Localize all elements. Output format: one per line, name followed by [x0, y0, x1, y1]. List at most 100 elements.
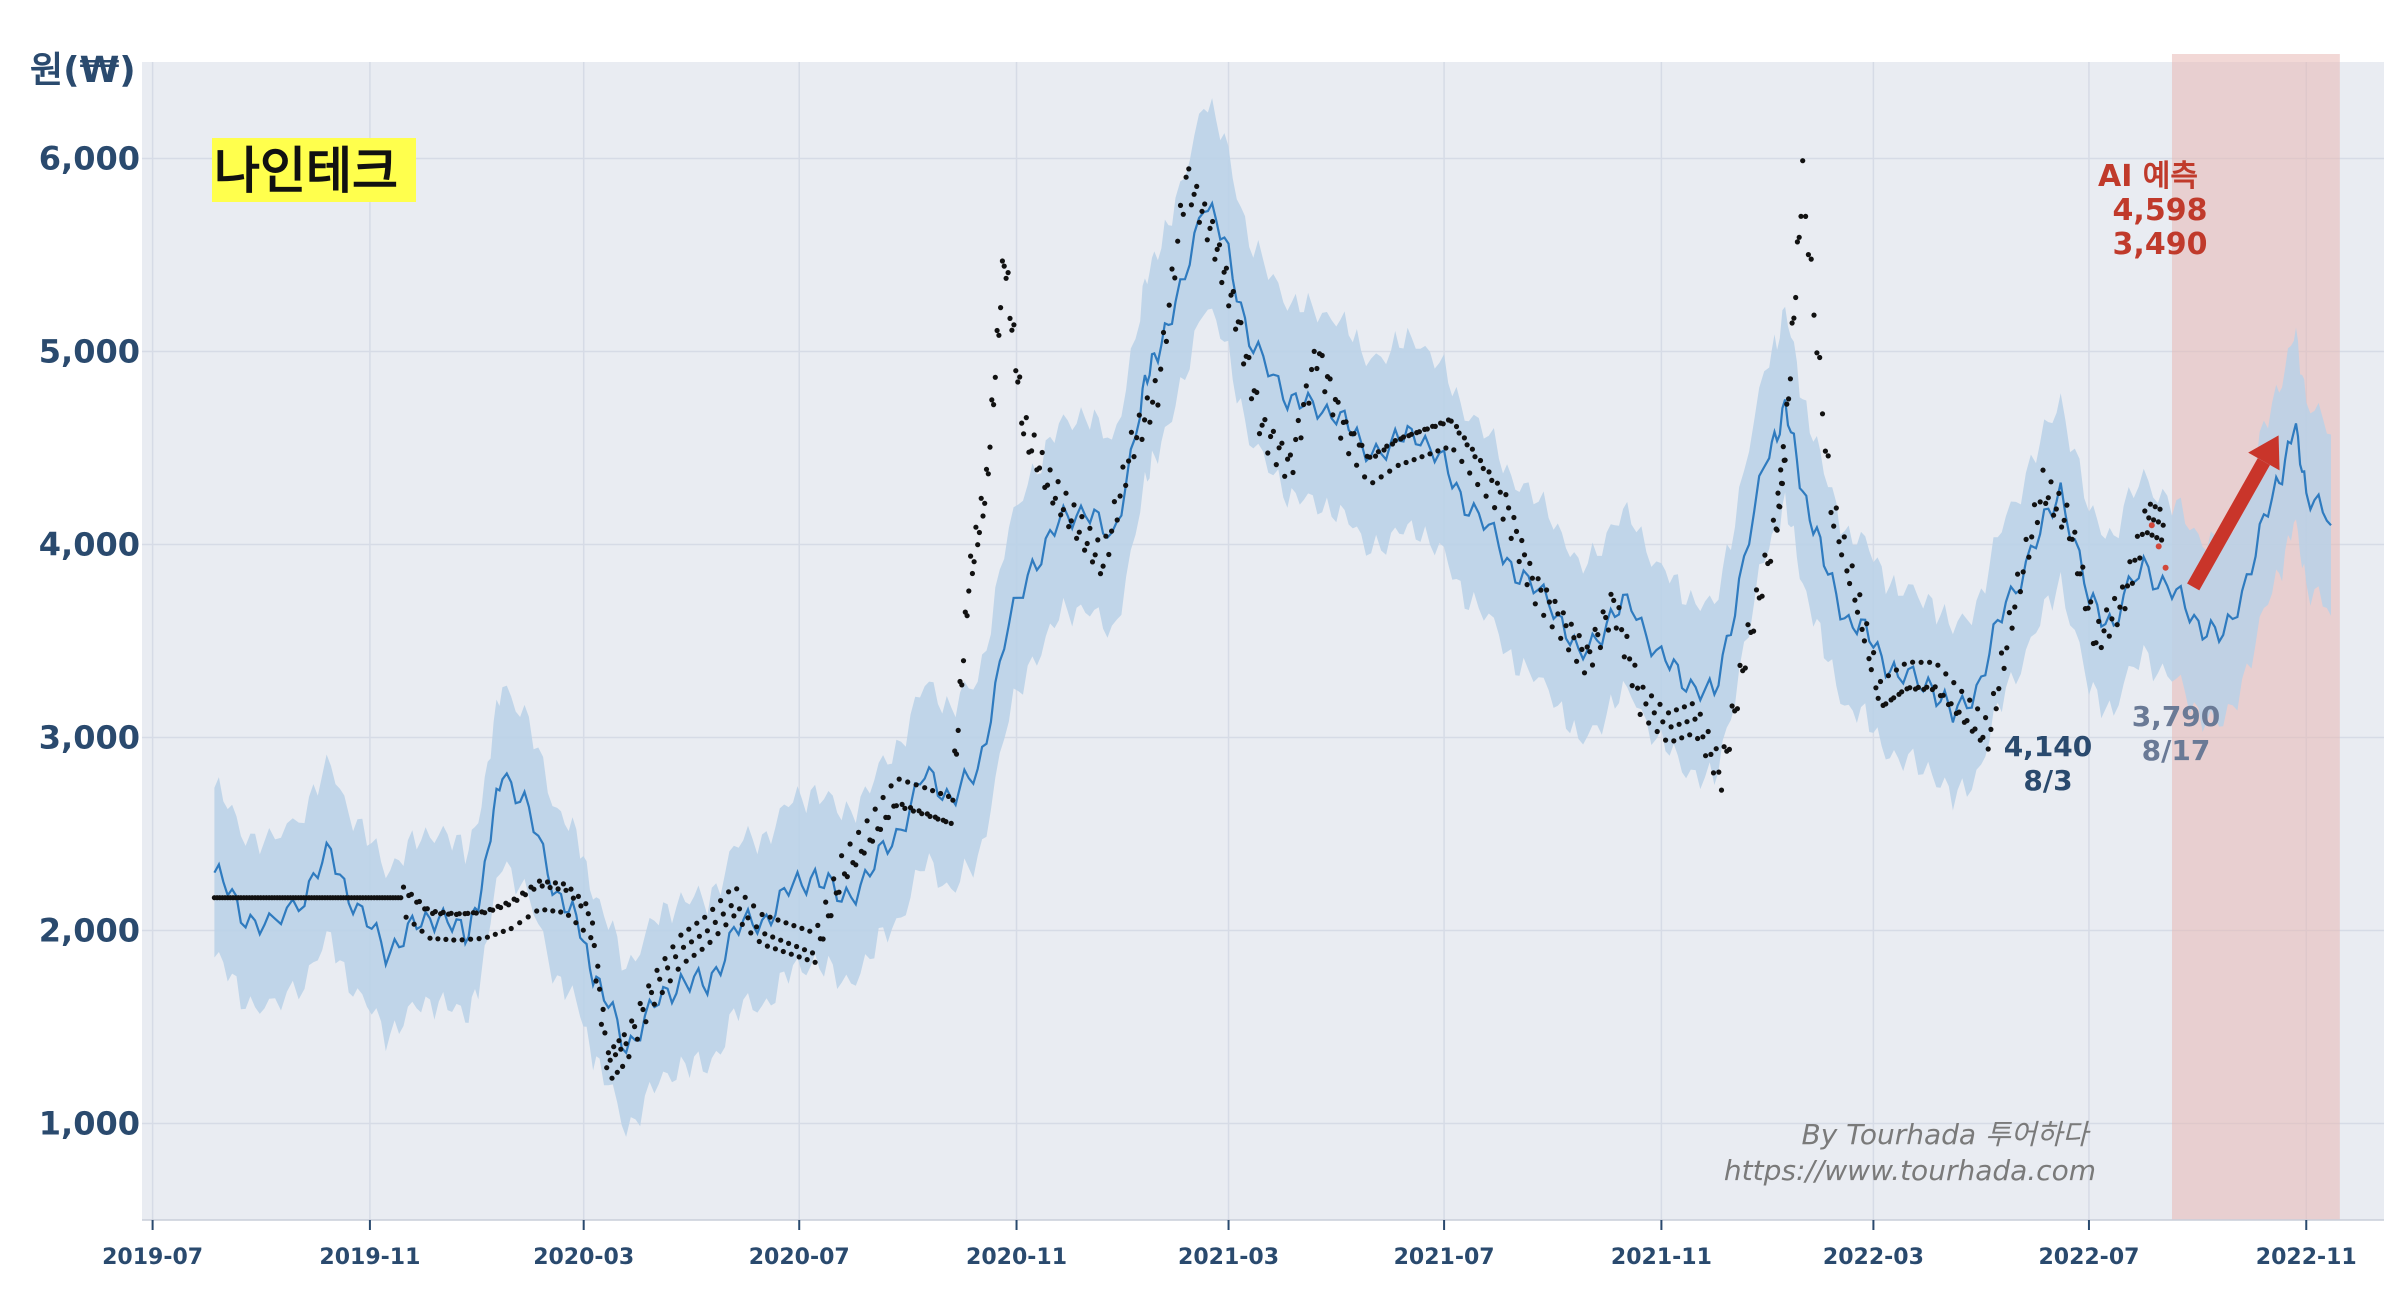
price-point — [715, 931, 721, 937]
price-point — [1524, 582, 1530, 588]
price-point — [435, 936, 441, 942]
price-point — [1036, 465, 1043, 471]
price-point — [1993, 706, 1999, 712]
price-point — [742, 894, 748, 900]
price-point — [2152, 504, 2158, 510]
price-point — [759, 911, 765, 918]
price-point — [1841, 534, 1847, 540]
price-point — [1503, 492, 1509, 498]
price-point — [1651, 710, 1657, 716]
price-point — [1692, 716, 1698, 722]
price-point — [1632, 662, 1638, 668]
price-point — [2096, 618, 2102, 625]
price-point — [1226, 303, 1232, 309]
price-point — [648, 989, 655, 996]
price-point — [1584, 644, 1590, 650]
price-point — [440, 909, 446, 916]
price-point — [2139, 531, 2145, 538]
price-point — [1508, 535, 1514, 542]
price-point — [459, 937, 465, 943]
price-point — [1139, 436, 1145, 442]
price-point — [522, 892, 529, 898]
price-point — [1303, 383, 1309, 389]
price-point — [443, 936, 449, 943]
price-point — [1290, 469, 1296, 476]
price-point — [632, 1024, 638, 1030]
price-point — [1552, 598, 1558, 605]
price-point — [1435, 448, 1441, 454]
price-point — [1673, 707, 1679, 713]
price-point — [1689, 701, 1695, 707]
price-point — [1238, 320, 1244, 326]
price-point — [1566, 647, 1572, 653]
x-tick-label: 2020-07 — [749, 1245, 850, 1270]
price-point — [1314, 365, 1320, 372]
price-point — [2051, 512, 2057, 518]
price-point — [542, 907, 548, 913]
price-point — [1381, 447, 1387, 453]
price-point — [2127, 559, 2133, 565]
price-point — [1180, 211, 1186, 217]
price-point — [1351, 431, 1357, 437]
price-point — [1833, 505, 1839, 511]
price-point — [1751, 628, 1757, 634]
price-point — [1734, 706, 1740, 712]
price-point — [1803, 213, 1809, 219]
price-point — [585, 911, 591, 917]
price-point — [2009, 625, 2015, 631]
price-point — [999, 258, 1006, 264]
price-point — [583, 901, 589, 907]
price-point — [573, 920, 579, 926]
price-point — [1861, 638, 1867, 644]
price-point — [1131, 454, 1137, 460]
price-point — [2069, 536, 2075, 542]
price-point — [913, 782, 919, 788]
price-point — [1654, 728, 1660, 735]
price-point — [1576, 633, 1582, 639]
price-point — [1635, 685, 1641, 691]
price-point — [696, 933, 703, 939]
price-point — [712, 919, 718, 926]
price-point — [552, 880, 559, 886]
price-point — [1248, 396, 1255, 402]
price-point — [953, 751, 960, 757]
price-point — [1935, 662, 1941, 668]
price-point — [2015, 571, 2021, 577]
price-point — [555, 886, 561, 892]
price-point — [1301, 401, 1307, 408]
price-point — [1866, 656, 1872, 662]
price-point — [1216, 242, 1223, 248]
price-point — [736, 906, 743, 912]
price-point — [1023, 415, 1029, 421]
price-point — [1362, 474, 1368, 480]
price-point — [1710, 770, 1717, 776]
price-point — [1144, 395, 1150, 401]
price-point — [1050, 500, 1056, 506]
price-point — [1998, 650, 2005, 656]
price-point — [1298, 435, 1304, 441]
price-point — [1786, 396, 1792, 402]
price-point — [525, 914, 531, 920]
price-point — [2077, 571, 2083, 577]
price-point — [1492, 505, 1498, 511]
price-point — [966, 588, 972, 594]
price-point — [896, 776, 902, 782]
price-point — [1194, 183, 1200, 189]
price-point — [1629, 683, 1635, 689]
price-point — [565, 912, 572, 918]
price-point — [1079, 514, 1085, 520]
price-point — [1700, 734, 1706, 740]
price-point — [1951, 680, 1957, 686]
price-point — [2122, 606, 2128, 612]
price-point — [1055, 479, 1061, 485]
price-point — [1021, 431, 1027, 437]
price-point — [451, 937, 457, 943]
price-point — [1039, 449, 1045, 456]
price-point — [1259, 422, 1265, 428]
price-point — [864, 818, 870, 824]
price-point — [1726, 746, 1732, 753]
price-point — [1560, 610, 1566, 616]
y-tick-label: 4,000 — [39, 526, 140, 564]
price-point — [498, 904, 504, 911]
price-point — [640, 1006, 646, 1013]
